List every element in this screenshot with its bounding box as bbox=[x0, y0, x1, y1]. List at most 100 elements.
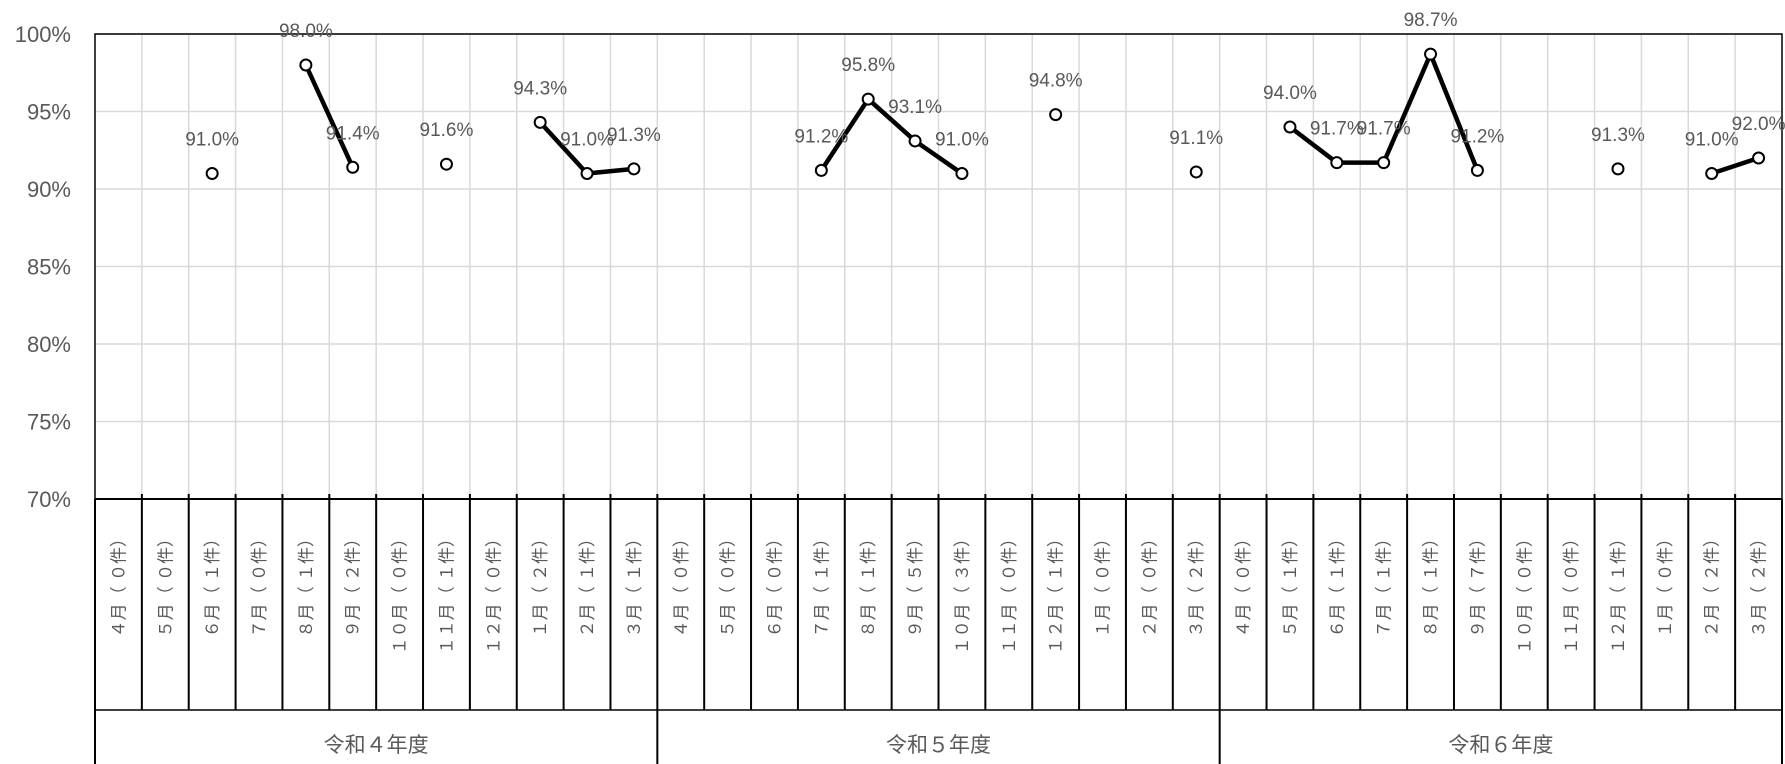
series-segment bbox=[1381, 51, 1433, 165]
data-point bbox=[1377, 156, 1391, 170]
x-category-label: ７月（ １件） bbox=[1375, 530, 1395, 637]
series-segment bbox=[303, 62, 355, 170]
x-category-label: １０月（ ３件） bbox=[953, 530, 973, 654]
x-category-label: ３月（ １件） bbox=[625, 530, 645, 637]
series-segment bbox=[1428, 51, 1480, 173]
x-category-label: ７月（ ０件） bbox=[250, 530, 270, 637]
data-point bbox=[533, 115, 547, 129]
x-category-labels: ４月（ ０件） ５月（ ０件） ６月（ １件） ７月（ ０件） ８月（ １件） ９月（ ２… bbox=[109, 530, 1769, 654]
data-point bbox=[1611, 162, 1625, 176]
data-points bbox=[205, 47, 1766, 180]
data-label: 91.7% bbox=[1310, 119, 1364, 140]
data-label: 94.0% bbox=[1263, 83, 1317, 104]
data-point bbox=[908, 134, 922, 148]
x-category-label: ９月（ ７件） bbox=[1468, 530, 1488, 637]
data-point bbox=[1752, 151, 1766, 165]
x-category-label: ５月（ ０件） bbox=[156, 530, 176, 637]
x-category-label: ４月（ ０件） bbox=[109, 530, 129, 637]
data-label: 98.7% bbox=[1404, 10, 1458, 31]
series-segment bbox=[1287, 124, 1340, 165]
data-point bbox=[1470, 163, 1484, 177]
data-point bbox=[580, 167, 594, 180]
data-label: 94.8% bbox=[1029, 71, 1083, 92]
series-lines bbox=[303, 51, 1761, 176]
x-category-label: １月（ ０件） bbox=[1094, 530, 1114, 637]
y-tick-label: 90% bbox=[27, 177, 71, 202]
y-tick-label: 95% bbox=[27, 100, 71, 125]
data-label: 91.0% bbox=[1685, 130, 1739, 151]
data-point bbox=[1424, 47, 1438, 61]
x-category-label: １１月（ ０件） bbox=[1000, 530, 1020, 654]
y-tick-label: 100% bbox=[15, 22, 71, 47]
data-label: 95.8% bbox=[841, 55, 895, 76]
x-category-label: １１月（ ０件） bbox=[1562, 530, 1582, 654]
x-category-label: １１月（ １件） bbox=[437, 530, 457, 654]
fiscal-year-label: 令和４年度 bbox=[324, 733, 429, 757]
data-label: 91.2% bbox=[1450, 126, 1504, 147]
series-segment bbox=[1709, 155, 1761, 176]
x-category-label: ８月（ １件） bbox=[297, 530, 317, 637]
data-point bbox=[814, 163, 828, 177]
y-tick-label: 85% bbox=[27, 255, 71, 280]
series-segment bbox=[584, 166, 637, 176]
data-point bbox=[1705, 167, 1719, 180]
data-point bbox=[861, 92, 875, 106]
series-segment bbox=[865, 96, 918, 144]
x-category-label: ８月（ １件） bbox=[1422, 530, 1442, 637]
data-label: 98.0% bbox=[279, 21, 333, 42]
x-category-label: ３月（ ２件） bbox=[1750, 530, 1770, 637]
x-category-label: ３月（ ２件） bbox=[1187, 530, 1207, 637]
x-category-label: １２月（ １件） bbox=[1047, 530, 1067, 654]
data-labels: 91.0%98.0%91.4% 91.6%94.3%91.0%91.3% 91.2%… bbox=[185, 10, 1785, 150]
data-label: 91.3% bbox=[607, 125, 661, 146]
axes bbox=[94, 33, 1783, 764]
x-category-label: １２月（ ０件） bbox=[484, 530, 504, 654]
y-tick-label: 80% bbox=[27, 332, 71, 357]
data-label: 91.7% bbox=[1357, 119, 1411, 140]
x-category-label: １０月（ ０件） bbox=[1515, 530, 1535, 654]
x-category-label: ６月（ １件） bbox=[203, 530, 223, 637]
data-point bbox=[627, 162, 641, 176]
x-category-label: ４月（ ０件） bbox=[672, 530, 692, 637]
x-category-label: １０月（ ０件） bbox=[391, 530, 411, 654]
data-label: 91.1% bbox=[1169, 128, 1223, 149]
x-category-label: １２月（ １件） bbox=[1609, 530, 1629, 654]
data-point bbox=[1283, 120, 1297, 134]
y-tick-label: 75% bbox=[27, 410, 71, 435]
x-category-label: ５月（ ０件） bbox=[719, 530, 739, 637]
fiscal-year-label: 令和５年度 bbox=[886, 733, 991, 757]
data-label: 94.3% bbox=[513, 78, 567, 99]
series-segment bbox=[912, 138, 965, 176]
x-category-label: ９月（ ２件） bbox=[344, 530, 364, 637]
data-label: 93.1% bbox=[888, 97, 942, 118]
x-category-label: ６月（ １件） bbox=[1328, 530, 1348, 637]
data-point bbox=[205, 167, 219, 180]
x-category-label: ６月（ ０件） bbox=[765, 530, 785, 637]
data-point bbox=[346, 160, 360, 174]
data-point bbox=[439, 157, 453, 171]
data-point bbox=[1049, 108, 1063, 122]
y-tick-labels: 70% 75% 80% 85% 90% 95% 100% bbox=[15, 22, 71, 512]
y-tick-label: 70% bbox=[27, 487, 71, 512]
fiscal-year-label: 令和６年度 bbox=[1448, 733, 1553, 757]
data-label: 91.3% bbox=[1591, 125, 1645, 146]
series-segment bbox=[537, 120, 590, 176]
data-label: 91.0% bbox=[560, 130, 614, 151]
x-category-label: ４月（ ０件） bbox=[1234, 530, 1254, 637]
x-category-label: ２月（ ０件） bbox=[1140, 530, 1160, 637]
data-point bbox=[1189, 165, 1203, 179]
x-category-label: ９月（ ５件） bbox=[906, 530, 926, 637]
x-category-label: ７月（ １件） bbox=[812, 530, 832, 637]
x-category-label: ５月（ １件） bbox=[1281, 530, 1301, 637]
x-category-label: ２月（ ２件） bbox=[1703, 530, 1723, 637]
data-label: 91.0% bbox=[935, 130, 989, 151]
data-point bbox=[1330, 156, 1344, 170]
x-category-label: １月（ ０件） bbox=[1656, 530, 1676, 637]
fiscal-year-labels: 令和４年度 令和５年度 令和６年度 bbox=[324, 733, 1554, 757]
data-label: 91.0% bbox=[185, 130, 239, 151]
data-label: 91.4% bbox=[326, 123, 380, 144]
data-label: 91.6% bbox=[420, 120, 474, 141]
series-segment bbox=[819, 96, 871, 173]
data-label: 91.2% bbox=[794, 126, 848, 147]
data-point bbox=[299, 58, 313, 72]
